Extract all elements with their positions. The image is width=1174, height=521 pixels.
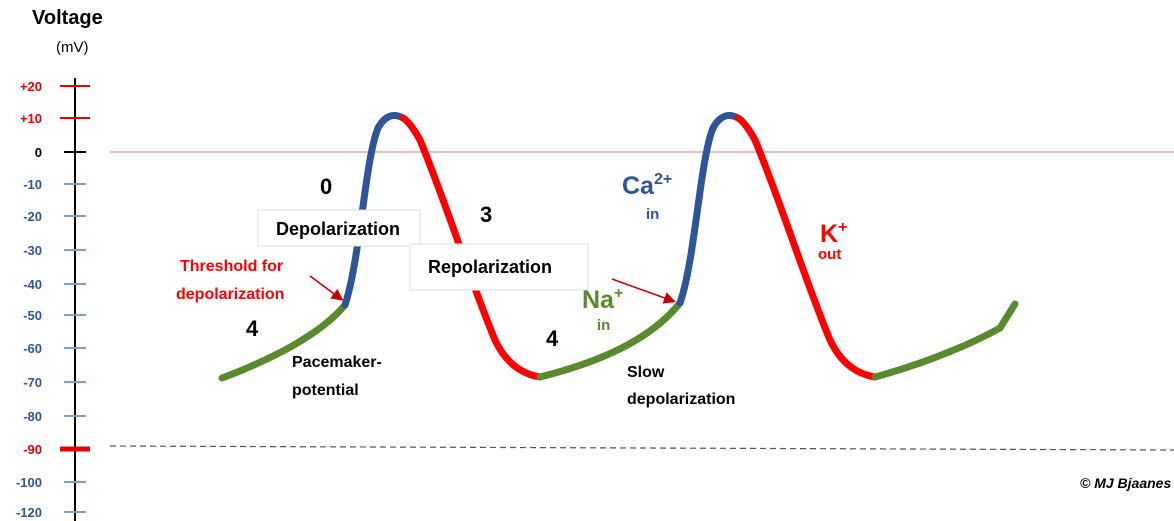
ion-symbol: K bbox=[820, 220, 838, 248]
ion: Na+ bbox=[582, 285, 623, 314]
phase-number: 3 bbox=[480, 202, 492, 227]
box-label: Depolarization bbox=[276, 219, 400, 239]
phase3-curve bbox=[734, 114, 879, 381]
note: potential bbox=[292, 382, 359, 399]
y-tick-label: -10 bbox=[23, 177, 42, 192]
y-tick-label: 0 bbox=[35, 145, 42, 160]
phase0-curve bbox=[676, 112, 742, 307]
axis-title: Voltage bbox=[32, 7, 103, 29]
threshold-label: depolarization bbox=[176, 286, 284, 303]
ion-charge: + bbox=[838, 219, 847, 236]
ion-charge: + bbox=[614, 285, 623, 302]
rest-line bbox=[109, 445, 1174, 451]
threshold-label: Threshold for bbox=[180, 258, 283, 275]
y-tick-label: -100 bbox=[16, 475, 42, 490]
axis-unit: (mV) bbox=[56, 39, 89, 56]
ion-symbol: Ca bbox=[622, 172, 655, 200]
y-tick-label: -70 bbox=[23, 375, 42, 390]
phase4-curve bbox=[218, 301, 349, 382]
ion: Ca2+ bbox=[622, 171, 672, 200]
y-tick-label: -60 bbox=[23, 341, 42, 356]
y-tick-label: -50 bbox=[23, 308, 42, 323]
note: depolarization bbox=[627, 391, 735, 408]
phase-number: 4 bbox=[246, 316, 259, 341]
phase4-curve bbox=[871, 300, 1019, 381]
y-tick-label: -20 bbox=[23, 209, 42, 224]
ion: K+ bbox=[820, 219, 847, 248]
phase3-curve bbox=[399, 114, 544, 381]
action-potential bbox=[218, 112, 1019, 382]
ion-direction: in bbox=[597, 317, 610, 334]
signature: © MJ Bjaanes bbox=[1080, 475, 1171, 491]
note: Slow bbox=[627, 364, 665, 381]
arrow bbox=[309, 275, 344, 301]
note: Pacemaker- bbox=[292, 354, 382, 371]
box bbox=[409, 243, 589, 291]
phase-number: 0 bbox=[320, 174, 332, 199]
phase-number: 4 bbox=[546, 326, 559, 351]
ion-charge: 2+ bbox=[654, 171, 672, 188]
ticks: +20 +10 0 -10 -20 -30 -40 -50 -60 -70 -80 -90 -100 -1… bbox=[16, 79, 90, 520]
y-tick-label: -90 bbox=[23, 442, 42, 457]
box-label: Repolarization bbox=[428, 257, 552, 277]
box bbox=[257, 209, 421, 247]
y-tick-label: -80 bbox=[23, 409, 42, 424]
arrow bbox=[611, 278, 676, 304]
ion-symbol: Na bbox=[582, 286, 615, 314]
y-tick-label: -40 bbox=[23, 277, 42, 292]
phase0-curve bbox=[341, 112, 407, 309]
y-tick-label: -120 bbox=[16, 505, 42, 520]
ion-direction: in bbox=[646, 206, 659, 223]
y-tick-label: +20 bbox=[20, 79, 42, 94]
y-tick-label: +10 bbox=[20, 111, 42, 126]
ion-direction: out bbox=[818, 246, 841, 263]
y-tick-label: -30 bbox=[23, 243, 42, 258]
phase4-curve bbox=[536, 299, 684, 381]
